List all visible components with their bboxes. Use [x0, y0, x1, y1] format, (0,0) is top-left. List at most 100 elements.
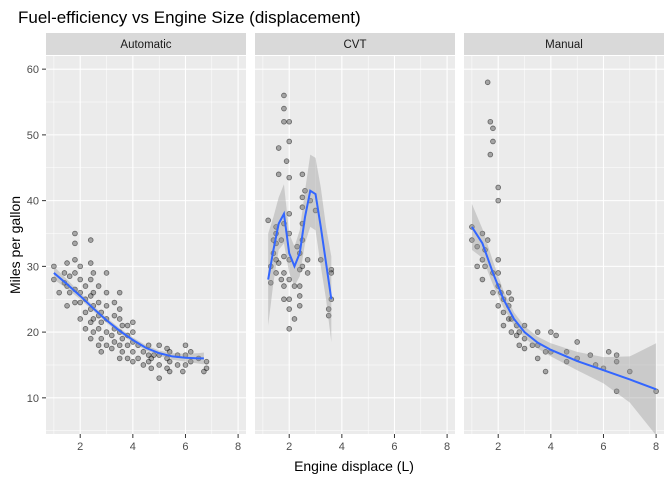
data-point [187, 358, 194, 365]
data-point [281, 92, 287, 99]
data-point [487, 151, 494, 158]
x-tick-label: 8 [653, 441, 659, 453]
data-point [108, 332, 115, 339]
smooth-trend-line [53, 272, 204, 360]
data-point [64, 303, 70, 309]
data-point [124, 342, 131, 349]
data-point [563, 358, 570, 365]
data-point [286, 326, 293, 332]
data-point [508, 296, 515, 303]
data-point [286, 276, 293, 283]
data-point [296, 283, 303, 289]
data-point [275, 145, 282, 151]
facet-strip [464, 33, 664, 55]
data-point [111, 339, 118, 345]
data-point [135, 355, 141, 362]
data-point [119, 349, 126, 355]
data-point [278, 276, 285, 283]
data-point [317, 256, 324, 263]
y-tick-label: 20 [27, 327, 39, 339]
data-point [66, 289, 73, 296]
facet-strip-label: Manual [545, 39, 583, 51]
data-point [77, 299, 84, 306]
data-point [265, 217, 271, 224]
data-point [90, 270, 97, 276]
data-point [130, 349, 136, 355]
data-point [278, 237, 285, 243]
data-point [103, 270, 110, 276]
data-point [281, 283, 287, 289]
data-point [548, 329, 554, 335]
data-point [325, 306, 332, 312]
data-point [516, 329, 523, 335]
data-point [479, 276, 486, 283]
facet-panels: Automatic 2 4 6 8 CVT 2 4 6 8 Manual 2 4 6 8 [46, 33, 664, 453]
data-point [281, 296, 287, 303]
data-point [64, 260, 70, 266]
data-point [490, 125, 496, 132]
x-tick-label: 6 [391, 441, 397, 453]
x-tick-label: 8 [444, 441, 450, 453]
data-point [553, 332, 559, 339]
data-point [95, 299, 102, 306]
data-point [166, 368, 173, 375]
data-point [500, 309, 507, 316]
data-point [495, 184, 502, 191]
data-point [103, 303, 110, 309]
data-point [51, 263, 57, 270]
data-point [156, 342, 162, 349]
data-point [495, 270, 502, 276]
data-point [302, 187, 308, 194]
y-axis: 10 20 30 40 50 60 [27, 64, 46, 405]
data-point [563, 349, 570, 355]
y-tick-label: 50 [27, 130, 39, 142]
plot-area [265, 92, 335, 342]
data-point [51, 276, 57, 283]
y-tick-label: 10 [27, 393, 39, 405]
x-tick-label: 6 [182, 441, 188, 453]
x-tick-label: 2 [77, 441, 83, 453]
data-point [521, 335, 528, 342]
data-point [273, 270, 279, 276]
data-point [495, 197, 502, 204]
data-point [516, 342, 523, 349]
data-point [145, 342, 152, 349]
data-point [286, 118, 293, 125]
data-point [111, 299, 118, 306]
data-point [267, 279, 274, 286]
data-point [203, 358, 210, 365]
data-point [95, 283, 102, 289]
data-point [95, 326, 102, 332]
data-point [296, 303, 303, 309]
facet-panel-automatic: Automatic 2 4 6 8 [46, 33, 246, 453]
x-tick-label: 2 [286, 441, 292, 453]
data-point [542, 349, 549, 355]
data-point [116, 289, 123, 296]
data-point [87, 260, 94, 266]
data-point [116, 316, 123, 322]
data-point [613, 352, 620, 358]
data-point [156, 362, 162, 368]
data-point [328, 266, 335, 273]
x-tick-label: 2 [495, 441, 501, 453]
data-point [626, 368, 633, 375]
data-point [299, 204, 306, 211]
data-point [103, 329, 110, 335]
data-point [66, 273, 73, 280]
data-point [286, 174, 293, 181]
data-point [484, 79, 491, 86]
data-point [148, 365, 155, 372]
data-point [130, 329, 136, 335]
data-point [281, 253, 287, 260]
data-point [490, 138, 496, 145]
data-point [98, 319, 105, 326]
data-point [130, 358, 136, 365]
facet-strip-label: CVT [344, 39, 367, 51]
data-point [77, 276, 84, 283]
data-point [479, 256, 486, 263]
data-point [521, 322, 528, 329]
data-point [495, 256, 502, 263]
data-point [299, 263, 306, 270]
data-point [87, 276, 94, 283]
